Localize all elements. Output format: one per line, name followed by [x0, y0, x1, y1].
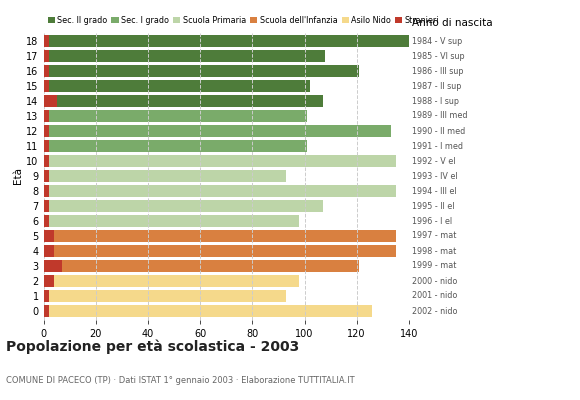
Text: 1993 - IV el: 1993 - IV el: [412, 172, 458, 180]
Bar: [44, 200, 49, 212]
Bar: [44, 110, 49, 122]
Bar: [44, 305, 49, 317]
Bar: [44, 95, 322, 107]
Bar: [44, 125, 49, 137]
Bar: [44, 185, 49, 197]
Bar: [44, 65, 360, 77]
Bar: [44, 245, 396, 257]
Bar: [44, 50, 325, 62]
Text: 1988 - I sup: 1988 - I sup: [412, 96, 459, 106]
Text: 1991 - I med: 1991 - I med: [412, 142, 463, 150]
Bar: [44, 245, 54, 257]
Bar: [44, 110, 307, 122]
Bar: [44, 140, 307, 152]
Bar: [44, 275, 54, 287]
Bar: [44, 170, 287, 182]
Bar: [44, 50, 49, 62]
Bar: [44, 125, 391, 137]
Text: 1992 - V el: 1992 - V el: [412, 156, 455, 166]
Bar: [44, 215, 299, 227]
Bar: [44, 80, 49, 92]
Text: 1994 - III el: 1994 - III el: [412, 186, 456, 196]
Bar: [44, 65, 49, 77]
Text: Anno di nascita: Anno di nascita: [412, 18, 492, 28]
Bar: [44, 305, 372, 317]
Text: 1997 - mat: 1997 - mat: [412, 232, 456, 240]
Bar: [44, 95, 56, 107]
Text: 1995 - II el: 1995 - II el: [412, 202, 454, 210]
Bar: [44, 35, 409, 47]
Bar: [44, 35, 49, 47]
Text: COMUNE DI PACECO (TP) · Dati ISTAT 1° gennaio 2003 · Elaborazione TUTTITALIA.IT: COMUNE DI PACECO (TP) · Dati ISTAT 1° ge…: [6, 376, 354, 385]
Bar: [44, 170, 49, 182]
Bar: [44, 140, 49, 152]
Text: 1985 - VI sup: 1985 - VI sup: [412, 52, 465, 60]
Text: 2002 - nido: 2002 - nido: [412, 306, 457, 316]
Text: 1990 - II med: 1990 - II med: [412, 126, 465, 136]
Bar: [44, 200, 322, 212]
Text: 2001 - nido: 2001 - nido: [412, 292, 457, 300]
Legend: Sec. II grado, Sec. I grado, Scuola Primaria, Scuola dell'Infanzia, Asilo Nido, : Sec. II grado, Sec. I grado, Scuola Prim…: [48, 16, 439, 25]
Text: 2000 - nido: 2000 - nido: [412, 276, 457, 286]
Bar: [44, 185, 396, 197]
Bar: [44, 290, 49, 302]
Bar: [44, 290, 287, 302]
Bar: [44, 155, 396, 167]
Bar: [44, 260, 61, 272]
Text: 1989 - III med: 1989 - III med: [412, 112, 467, 120]
Bar: [44, 155, 49, 167]
Text: Popolazione per età scolastica - 2003: Popolazione per età scolastica - 2003: [6, 340, 299, 354]
Y-axis label: Età: Età: [13, 168, 23, 184]
Bar: [44, 215, 49, 227]
Bar: [44, 275, 299, 287]
Text: 1996 - I el: 1996 - I el: [412, 216, 452, 226]
Bar: [44, 260, 360, 272]
Bar: [44, 230, 54, 242]
Text: 1987 - II sup: 1987 - II sup: [412, 82, 461, 90]
Bar: [44, 80, 310, 92]
Bar: [44, 230, 396, 242]
Text: 1984 - V sup: 1984 - V sup: [412, 36, 462, 46]
Text: 1986 - III sup: 1986 - III sup: [412, 66, 463, 76]
Text: 1998 - mat: 1998 - mat: [412, 246, 456, 256]
Text: 1999 - mat: 1999 - mat: [412, 262, 456, 270]
